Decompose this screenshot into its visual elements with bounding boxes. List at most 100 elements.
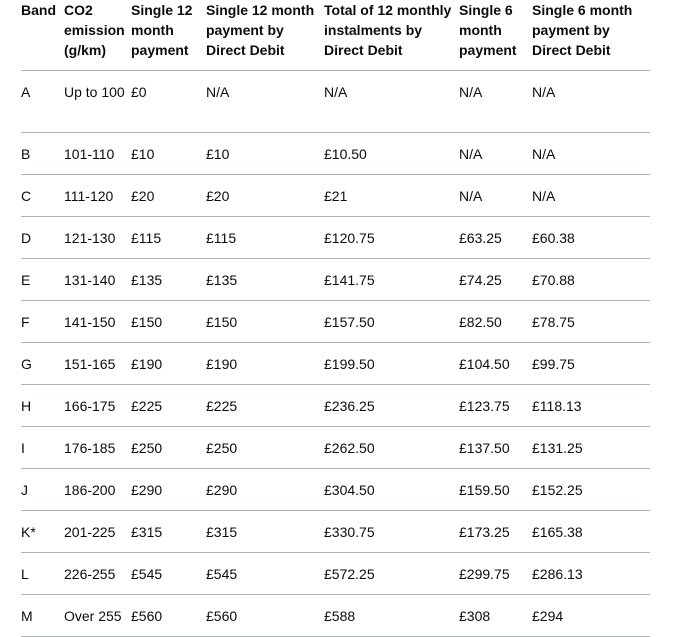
cell-single-12-month: £290	[131, 468, 206, 511]
cell-co2-emission: 141-150	[64, 300, 131, 343]
cell-co2-emission: 201-225	[64, 510, 131, 553]
cell-single-6-month: £74.25	[459, 258, 532, 301]
header-single-6-month-dd: Single 6 month payment by Direct Debit	[532, 0, 650, 71]
cell-co2-emission: 101-110	[64, 132, 131, 175]
cell-co2-emission: 186-200	[64, 468, 131, 511]
cell-total-12-monthly-dd: £120.75	[324, 216, 459, 259]
table-row: H 166-175 £225 £225 £236.25 £123.75 £118.13	[21, 384, 650, 427]
cell-co2-emission: 121-130	[64, 216, 131, 259]
cell-total-12-monthly-dd: £141.75	[324, 258, 459, 301]
cell-band: I	[21, 426, 64, 469]
cell-single-6-month: N/A	[459, 70, 532, 133]
cell-single-12-month-dd: £150	[206, 300, 324, 343]
table-row: I 176-185 £250 £250 £262.50 £137.50 £131.25	[21, 426, 650, 469]
cell-total-12-monthly-dd: £10.50	[324, 132, 459, 175]
cell-co2-emission: 226-255	[64, 552, 131, 595]
cell-single-6-month: £63.25	[459, 216, 532, 259]
table-row: M Over 255 £560 £560 £588 £308 £294	[21, 594, 650, 637]
cell-band: M	[21, 594, 64, 637]
cell-single-6-month-dd: N/A	[532, 174, 650, 217]
vehicle-tax-rates-table-container: Band CO2 emission (g/km) Single 12 month…	[21, 0, 650, 637]
cell-single-6-month-dd: £70.88	[532, 258, 650, 301]
cell-single-6-month: £159.50	[459, 468, 532, 511]
cell-single-12-month-dd: £10	[206, 132, 324, 175]
table-body: A Up to 100 £0 N/A N/A N/A N/A B 101-110 £10 £10 £1…	[21, 70, 650, 637]
cell-single-12-month-dd: £135	[206, 258, 324, 301]
cell-co2-emission: 176-185	[64, 426, 131, 469]
cell-single-12-month-dd: £20	[206, 174, 324, 217]
table-header: Band CO2 emission (g/km) Single 12 month…	[21, 0, 650, 71]
table-row: G 151-165 £190 £190 £199.50 £104.50 £99.75	[21, 342, 650, 385]
cell-total-12-monthly-dd: £21	[324, 174, 459, 217]
cell-total-12-monthly-dd: N/A	[324, 70, 459, 133]
cell-total-12-monthly-dd: £330.75	[324, 510, 459, 553]
cell-total-12-monthly-dd: £588	[324, 594, 459, 637]
header-band: Band	[21, 0, 64, 71]
cell-single-6-month: £137.50	[459, 426, 532, 469]
cell-co2-emission: 131-140	[64, 258, 131, 301]
cell-single-6-month-dd: £99.75	[532, 342, 650, 385]
cell-single-6-month: £308	[459, 594, 532, 637]
cell-total-12-monthly-dd: £304.50	[324, 468, 459, 511]
table-row: L 226-255 £545 £545 £572.25 £299.75 £286.13	[21, 552, 650, 595]
table-row: D 121-130 £115 £115 £120.75 £63.25 £60.38	[21, 216, 650, 259]
cell-single-12-month-dd: £190	[206, 342, 324, 385]
cell-single-12-month-dd: £315	[206, 510, 324, 553]
cell-single-12-month: £0	[131, 70, 206, 133]
header-total-12-monthly-dd: Total of 12 monthly instalments by Direc…	[324, 0, 459, 71]
cell-band: G	[21, 342, 64, 385]
cell-single-6-month-dd: N/A	[532, 132, 650, 175]
cell-total-12-monthly-dd: £157.50	[324, 300, 459, 343]
cell-single-12-month-dd: £290	[206, 468, 324, 511]
cell-single-6-month: N/A	[459, 174, 532, 217]
cell-single-6-month: N/A	[459, 132, 532, 175]
cell-total-12-monthly-dd: £236.25	[324, 384, 459, 427]
cell-single-12-month: £225	[131, 384, 206, 427]
cell-band: J	[21, 468, 64, 511]
table-row: C 111-120 £20 £20 £21 N/A N/A	[21, 174, 650, 217]
cell-co2-emission: Over 255	[64, 594, 131, 637]
cell-co2-emission: 151-165	[64, 342, 131, 385]
cell-single-12-month: £545	[131, 552, 206, 595]
cell-single-6-month: £82.50	[459, 300, 532, 343]
cell-band: A	[21, 70, 64, 133]
cell-single-6-month-dd: N/A	[532, 70, 650, 133]
cell-single-6-month: £123.75	[459, 384, 532, 427]
cell-band: D	[21, 216, 64, 259]
table-row: A Up to 100 £0 N/A N/A N/A N/A	[21, 70, 650, 133]
cell-total-12-monthly-dd: £262.50	[324, 426, 459, 469]
cell-single-12-month: £135	[131, 258, 206, 301]
header-single-12-month: Single 12 month payment	[131, 0, 206, 71]
cell-single-12-month-dd: £560	[206, 594, 324, 637]
cell-single-12-month: £560	[131, 594, 206, 637]
cell-single-12-month: £10	[131, 132, 206, 175]
cell-band: B	[21, 132, 64, 175]
cell-band: H	[21, 384, 64, 427]
cell-single-6-month-dd: £118.13	[532, 384, 650, 427]
cell-band: L	[21, 552, 64, 595]
cell-band: E	[21, 258, 64, 301]
header-single-6-month: Single 6 month payment	[459, 0, 532, 71]
cell-single-6-month-dd: £131.25	[532, 426, 650, 469]
cell-single-12-month-dd: £545	[206, 552, 324, 595]
cell-single-6-month-dd: £78.75	[532, 300, 650, 343]
cell-single-12-month: £20	[131, 174, 206, 217]
cell-single-6-month: £104.50	[459, 342, 532, 385]
table-row: F 141-150 £150 £150 £157.50 £82.50 £78.75	[21, 300, 650, 343]
cell-band: F	[21, 300, 64, 343]
header-row: Band CO2 emission (g/km) Single 12 month…	[21, 0, 650, 71]
cell-co2-emission: 166-175	[64, 384, 131, 427]
cell-single-12-month: £115	[131, 216, 206, 259]
cell-single-12-month: £315	[131, 510, 206, 553]
cell-co2-emission: 111-120	[64, 174, 131, 217]
header-single-12-month-dd: Single 12 month payment by Direct Debit	[206, 0, 324, 71]
cell-single-6-month-dd: £286.13	[532, 552, 650, 595]
cell-single-6-month: £173.25	[459, 510, 532, 553]
cell-single-12-month-dd: N/A	[206, 70, 324, 133]
cell-single-12-month-dd: £225	[206, 384, 324, 427]
cell-single-12-month: £190	[131, 342, 206, 385]
cell-band: K*	[21, 510, 64, 553]
table-row: K* 201-225 £315 £315 £330.75 £173.25 £165.38	[21, 510, 650, 553]
table-row: E 131-140 £135 £135 £141.75 £74.25 £70.88	[21, 258, 650, 301]
cell-band: C	[21, 174, 64, 217]
